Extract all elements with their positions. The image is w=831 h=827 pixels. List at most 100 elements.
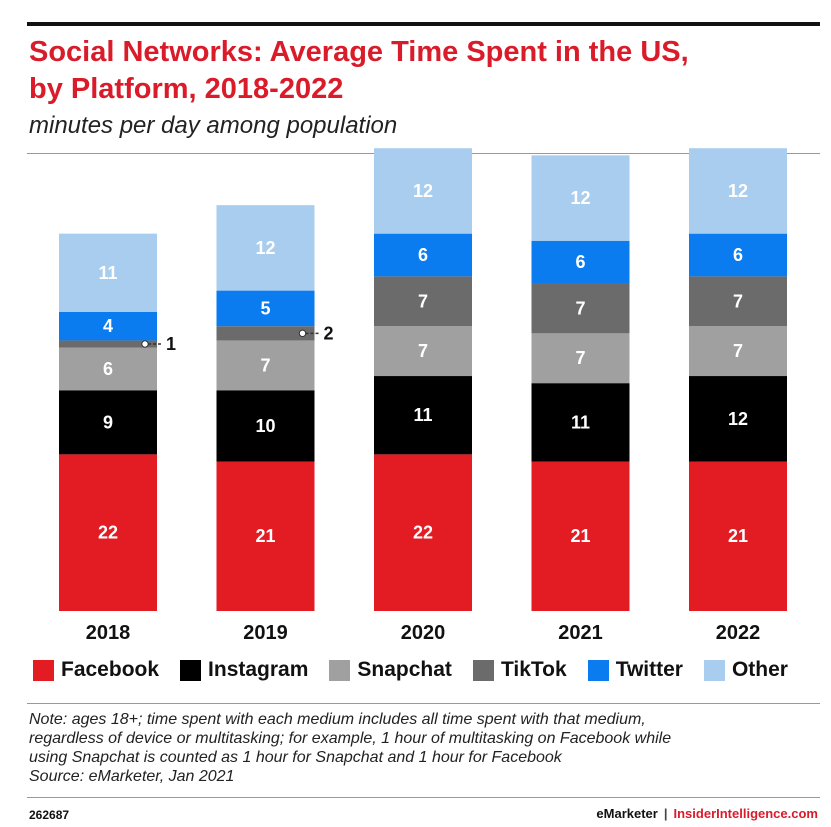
bar-2020-snapchat bbox=[374, 326, 472, 377]
bar-2022-snapchat bbox=[689, 326, 787, 377]
data-label-2018-twitter: 4 bbox=[103, 316, 113, 336]
data-label-2019-twitter: 5 bbox=[260, 298, 270, 318]
chart-legend: Facebook Instagram Snapchat TikTok Twitter Ot… bbox=[33, 658, 809, 682]
bar-2022-tiktok bbox=[689, 276, 787, 327]
data-label-2019-tiktok: 2 bbox=[324, 323, 334, 343]
bar-2020-other bbox=[374, 148, 472, 234]
legend-label-other: Other bbox=[731, 658, 788, 681]
data-label-2021-facebook: 21 bbox=[570, 526, 590, 546]
data-label-2020-twitter: 6 bbox=[418, 245, 428, 265]
data-label-2019-snapchat: 7 bbox=[260, 355, 270, 375]
legend-label-instagram: Instagram bbox=[208, 658, 309, 681]
source-line: Source: eMarketer, Jan 2021 bbox=[29, 768, 235, 785]
data-label-2021-snapchat: 7 bbox=[575, 348, 585, 368]
data-label-2021-instagram: 11 bbox=[571, 412, 590, 432]
legend-item-facebook: Facebook bbox=[33, 658, 159, 682]
bar-2019-snapchat bbox=[216, 340, 315, 391]
data-label-2021-twitter: 6 bbox=[575, 252, 585, 272]
bar-2019-instagram bbox=[216, 390, 315, 462]
bar-2021-instagram bbox=[531, 383, 630, 462]
brand-separator: | bbox=[663, 806, 668, 821]
data-label-2021-tiktok: 7 bbox=[575, 298, 585, 318]
legend-swatch-instagram bbox=[180, 659, 202, 681]
brand-insider-intelligence[interactable]: InsiderIntelligence.com bbox=[673, 806, 819, 821]
title-line-2: by Platform, 2018-2022 bbox=[29, 73, 344, 105]
bar-2018-facebook bbox=[59, 454, 157, 611]
bar-2018-snapchat bbox=[59, 347, 157, 391]
x-tick-label-2022: 2022 bbox=[716, 622, 761, 644]
legend-swatch-facebook bbox=[33, 659, 54, 681]
top-rule bbox=[27, 22, 820, 26]
brand-emarketer: eMarketer bbox=[596, 806, 658, 821]
bar-2020-facebook bbox=[374, 454, 472, 611]
bar-2018-twitter bbox=[59, 311, 157, 341]
bar-2021-other bbox=[531, 155, 630, 241]
bar-2018-instagram bbox=[59, 390, 157, 455]
legend-swatch-tiktok bbox=[472, 659, 494, 681]
note-line-1: Note: ages 18+; time spent with each med… bbox=[29, 711, 646, 728]
bar-2021-snapchat bbox=[531, 333, 630, 384]
data-label-2018-snapchat: 6 bbox=[103, 359, 113, 379]
bar-2022-twitter bbox=[689, 233, 787, 277]
bar-2018-other bbox=[59, 233, 157, 312]
note-line-3: using Snapchat is counted as 1 hour for … bbox=[29, 749, 562, 766]
brand-footer: eMarketer | InsiderIntelligence.com bbox=[596, 806, 818, 821]
data-label-2022-instagram: 12 bbox=[728, 409, 748, 429]
bar-2020-twitter bbox=[374, 233, 472, 277]
data-label-2020-instagram: 11 bbox=[413, 405, 432, 425]
chart-id: 262687 bbox=[29, 808, 70, 822]
data-label-2018-tiktok: 1 bbox=[166, 334, 176, 354]
legend-swatch-twitter bbox=[587, 659, 609, 681]
data-label-2019-instagram: 10 bbox=[255, 416, 275, 436]
data-label-2022-snapchat: 7 bbox=[733, 341, 743, 361]
data-label-2020-other: 12 bbox=[413, 181, 433, 201]
data-label-2022-twitter: 6 bbox=[733, 245, 743, 265]
bar-2019-other bbox=[216, 205, 315, 291]
x-tick-label-2020: 2020 bbox=[401, 622, 446, 644]
data-label-2022-facebook: 21 bbox=[728, 526, 748, 546]
data-label-2018-instagram: 9 bbox=[103, 412, 113, 432]
bar-2022-facebook bbox=[689, 461, 787, 611]
bar-2020-instagram bbox=[374, 376, 472, 455]
legend-swatch-snapchat bbox=[329, 659, 351, 681]
legend-label-twitter: Twitter bbox=[615, 658, 683, 681]
data-label-2022-tiktok: 7 bbox=[733, 291, 743, 311]
bottom-rule bbox=[27, 797, 820, 798]
data-label-2020-snapchat: 7 bbox=[418, 341, 428, 361]
data-label-2022-other: 12 bbox=[728, 181, 748, 201]
data-label-2018-other: 11 bbox=[98, 263, 117, 283]
bar-2022-instagram bbox=[689, 376, 787, 462]
bar-2019-facebook bbox=[216, 461, 315, 611]
data-label-2020-tiktok: 7 bbox=[418, 291, 428, 311]
data-label-2020-facebook: 22 bbox=[413, 523, 433, 543]
callout-dot-2019-tiktok bbox=[298, 329, 307, 338]
data-label-2019-facebook: 21 bbox=[255, 526, 275, 546]
data-label-2018-facebook: 22 bbox=[98, 523, 118, 543]
legend-item-other: Other bbox=[703, 658, 788, 682]
legend-label-snapchat: Snapchat bbox=[357, 658, 452, 681]
x-tick-label-2021: 2021 bbox=[558, 622, 603, 644]
bar-2019-tiktok bbox=[216, 326, 315, 341]
note-rule bbox=[27, 703, 820, 704]
bar-2021-twitter bbox=[531, 240, 630, 284]
bar-2021-tiktok bbox=[531, 283, 630, 334]
legend-item-snapchat: Snapchat bbox=[329, 658, 452, 682]
title-line-1: Social Networks: Average Time Spent in t… bbox=[29, 36, 689, 68]
legend-item-tiktok: TikTok bbox=[472, 658, 567, 682]
chart-note: Note: ages 18+; time spent with each med… bbox=[29, 710, 814, 786]
bar-2021-facebook bbox=[531, 461, 630, 611]
legend-swatch-other bbox=[703, 659, 725, 681]
x-tick-label-2019: 2019 bbox=[243, 622, 288, 644]
bar-2020-tiktok bbox=[374, 276, 472, 327]
x-tick-label-2018: 2018 bbox=[86, 622, 131, 644]
bar-2019-twitter bbox=[216, 290, 315, 327]
chart-title: Social Networks: Average Time Spent in t… bbox=[29, 34, 819, 108]
legend-label-facebook: Facebook bbox=[61, 658, 160, 681]
data-label-2019-other: 12 bbox=[255, 238, 275, 258]
bar-2018-tiktok bbox=[59, 340, 157, 348]
callout-dot-2018-tiktok bbox=[141, 340, 149, 348]
bar-2022-other bbox=[689, 148, 787, 234]
legend-label-tiktok: TikTok bbox=[500, 658, 567, 681]
legend-item-instagram: Instagram bbox=[180, 658, 308, 682]
